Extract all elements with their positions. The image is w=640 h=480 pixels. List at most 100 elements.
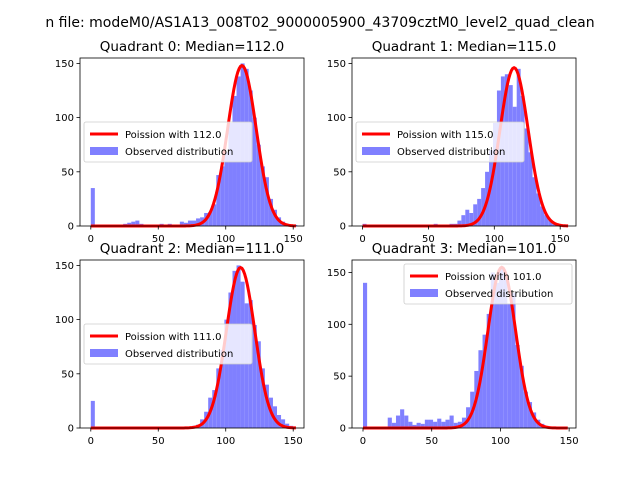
histogram-bar xyxy=(391,422,396,428)
histogram-bar xyxy=(256,144,261,226)
histogram-bar xyxy=(408,421,413,428)
x-tick-label: 150 xyxy=(560,436,579,447)
histogram-bar xyxy=(465,209,470,226)
legend-box xyxy=(355,121,525,163)
histogram-bar xyxy=(131,221,136,226)
histogram-bar xyxy=(478,350,483,428)
histogram-bar xyxy=(268,198,273,226)
histogram-bar xyxy=(532,177,537,226)
y-tick-label: 50 xyxy=(333,167,346,178)
histogram-bar xyxy=(503,272,508,428)
histogram-bar xyxy=(512,106,517,226)
histogram-bar xyxy=(490,272,495,428)
histogram-bar xyxy=(486,313,491,428)
legend-label-poisson: Poission with 101.0 xyxy=(445,272,541,283)
subplot-title: Quadrant 3: Median=101.0 xyxy=(372,241,556,257)
y-tick-label: 50 xyxy=(333,372,346,383)
legend-swatch-observed xyxy=(90,147,118,155)
histogram-bar xyxy=(400,409,405,428)
histogram-bar xyxy=(420,423,425,428)
x-tick-label: 0 xyxy=(360,436,366,447)
axes-frame xyxy=(79,57,305,227)
histogram-bar xyxy=(416,422,421,428)
histogram-bar xyxy=(179,221,184,226)
subplot-2: 0 50 100 150 0 50 100 150 Quadrant 2: Median=111… xyxy=(55,241,305,447)
y-tick-label: 150 xyxy=(55,59,74,70)
histogram-bar xyxy=(428,419,434,428)
histogram-bar xyxy=(212,390,217,428)
legend-label-poisson: Poission with 111.0 xyxy=(125,332,221,343)
histogram-bar xyxy=(272,209,278,226)
axes-frame xyxy=(351,57,577,227)
y-tick-label: 100 xyxy=(327,113,346,124)
histogram-bar xyxy=(528,152,533,226)
histogram-bar xyxy=(477,198,482,226)
x-tick-label: 100 xyxy=(485,234,504,245)
x-tick-label: 50 xyxy=(425,436,438,447)
x-tick-label: 100 xyxy=(216,234,235,245)
x-tick-label: 150 xyxy=(284,234,303,245)
histogram-bar xyxy=(135,220,140,226)
histogram-bar xyxy=(481,188,486,226)
x-tick-label: 150 xyxy=(551,234,570,245)
histogram-bar xyxy=(208,211,213,226)
legend-label-observed: Observed distribution xyxy=(125,147,233,158)
histogram-bar xyxy=(260,368,265,428)
y-tick-label: 0 xyxy=(340,222,346,233)
legend-box xyxy=(403,263,573,305)
legend-label-observed: Observed distribution xyxy=(397,147,505,158)
x-tick-label: 0 xyxy=(359,234,365,245)
x-tick-label: 50 xyxy=(152,436,165,447)
histogram-bar xyxy=(536,193,541,226)
histogram-bar xyxy=(90,400,95,428)
histogram-bar xyxy=(244,303,249,428)
x-tick-label: 0 xyxy=(88,436,94,447)
histogram-bar xyxy=(395,415,401,428)
y-tick-label: 100 xyxy=(55,113,74,124)
histogram-bar xyxy=(544,215,549,226)
histogram-bar xyxy=(196,218,201,226)
histogram-bar xyxy=(187,220,192,226)
x-tick-label: 50 xyxy=(422,234,435,245)
histogram-bar xyxy=(212,204,217,226)
legend-label-observed: Observed distribution xyxy=(125,349,233,360)
histogram-bar xyxy=(224,319,229,428)
subplot-1: 0 50 100 150 0 50 100 150 Quadrant 1: Median=115… xyxy=(327,39,577,245)
legend-swatch-observed xyxy=(362,147,390,155)
histogram-bar xyxy=(527,402,533,428)
histogram-bar xyxy=(228,123,233,226)
y-tick-label: 100 xyxy=(327,320,346,331)
histogram-bar xyxy=(441,421,446,428)
y-tick-label: 150 xyxy=(327,59,346,70)
axes-frame xyxy=(79,259,305,429)
histogram-bar xyxy=(494,282,500,428)
legend-box xyxy=(83,121,253,163)
histogram-bar xyxy=(127,222,132,226)
histogram-bar xyxy=(469,212,474,226)
histogram-bar xyxy=(457,220,462,226)
x-tick-label: 150 xyxy=(284,436,303,447)
histogram-bar xyxy=(252,325,257,428)
histogram-bar xyxy=(548,220,553,226)
histogram-bar xyxy=(220,166,225,226)
histogram-bar xyxy=(449,415,454,428)
x-tick-label: 50 xyxy=(152,234,165,245)
histogram-bar xyxy=(461,215,466,226)
histogram-bar xyxy=(445,419,450,428)
histogram-bar xyxy=(482,334,487,428)
y-tick-label: 50 xyxy=(61,369,74,380)
histogram-bar xyxy=(519,365,524,428)
histogram-bar xyxy=(216,368,221,428)
x-tick-label: 100 xyxy=(216,436,235,447)
subplot-0: 0 50 100 150 0 50 100 150 Quadrant 0: Median=112… xyxy=(55,39,305,245)
histogram-bar xyxy=(511,293,516,428)
histogram-bar xyxy=(90,188,95,226)
histogram-bar xyxy=(256,341,261,428)
y-tick-label: 0 xyxy=(340,424,346,435)
histogram-bar xyxy=(183,222,188,226)
y-tick-label: 150 xyxy=(55,261,74,272)
axes-frame xyxy=(351,259,577,429)
histogram-bar xyxy=(404,415,409,428)
histogram-bar xyxy=(524,128,529,226)
